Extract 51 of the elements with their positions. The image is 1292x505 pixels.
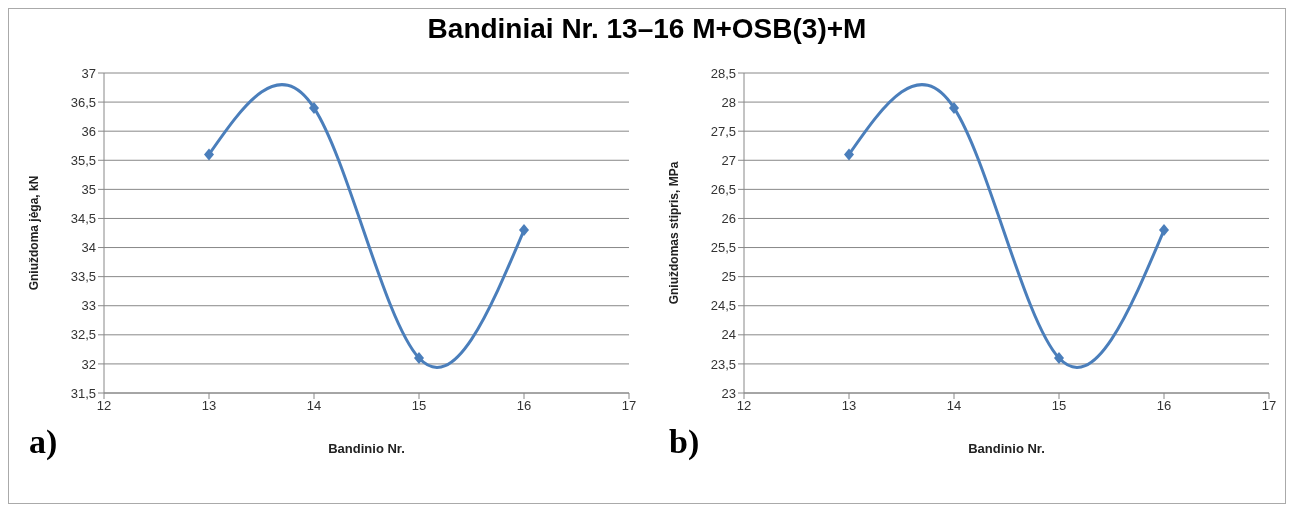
x-tick-label: 12 bbox=[96, 398, 112, 414]
x-tick-label: 16 bbox=[516, 398, 532, 414]
point bbox=[414, 352, 424, 365]
point bbox=[309, 101, 319, 114]
point bbox=[1159, 224, 1169, 237]
y-tick-label: 27,5 bbox=[710, 123, 736, 139]
y-tick-label: 28 bbox=[721, 94, 736, 110]
y-tick-label: 24 bbox=[721, 327, 736, 343]
y-tick-label: 32 bbox=[81, 356, 96, 372]
x-tick-label: 14 bbox=[946, 398, 962, 414]
y-tick-label: 25 bbox=[721, 269, 736, 285]
y-tick-label: 25,5 bbox=[710, 240, 736, 256]
y-tick-label: 34,5 bbox=[70, 211, 96, 227]
point bbox=[844, 148, 854, 161]
x-axis-title: Bandinio Nr. bbox=[968, 441, 1045, 456]
x-tick-label: 13 bbox=[841, 398, 857, 414]
y-tick-label: 26 bbox=[721, 211, 736, 227]
y-tick-label: 26,5 bbox=[710, 181, 736, 197]
text: b) bbox=[669, 423, 700, 461]
point bbox=[519, 224, 529, 237]
y-tick-label: 24,5 bbox=[710, 298, 736, 314]
y-tick-label: 33 bbox=[81, 298, 96, 314]
y-tick-label: 23,5 bbox=[710, 356, 736, 372]
x-tick-label: 15 bbox=[411, 398, 427, 414]
x-tick-label: 13 bbox=[201, 398, 217, 414]
y-tick-label: 28,5 bbox=[710, 65, 736, 81]
y-tick-label: 36,5 bbox=[70, 94, 96, 110]
point bbox=[949, 101, 959, 114]
x-tick-label: 16 bbox=[1156, 398, 1172, 414]
y-tick-label: 23 bbox=[721, 385, 736, 401]
x-tick-label: 14 bbox=[306, 398, 322, 414]
x-tick-label: 17 bbox=[621, 398, 637, 414]
point bbox=[204, 148, 214, 161]
y-tick-label: 34 bbox=[81, 240, 96, 256]
y-tick-label: 35,5 bbox=[70, 152, 96, 168]
y-axis-title: Gniuždomas stipris, MPa bbox=[667, 161, 682, 305]
y-tick-label: 32,5 bbox=[70, 327, 96, 343]
x-tick-label: 15 bbox=[1051, 398, 1067, 414]
chart-title: Bandiniai Nr. 13–16 M+OSB(3)+M bbox=[426, 12, 868, 46]
y-tick-label: 36 bbox=[81, 123, 96, 139]
y-tick-label: 33,5 bbox=[70, 269, 96, 285]
text: a) bbox=[29, 423, 58, 461]
x-tick-label: 17 bbox=[1261, 398, 1277, 414]
y-axis-title: Gniuždoma jėga, kN bbox=[27, 175, 42, 291]
x-tick-label: 12 bbox=[736, 398, 752, 414]
x-axis-title: Bandinio Nr. bbox=[328, 441, 405, 456]
y-tick-label: 35 bbox=[81, 181, 96, 197]
y-tick-label: 31,5 bbox=[70, 385, 96, 401]
y-tick-label: 27 bbox=[721, 152, 736, 168]
y-tick-label: 37 bbox=[81, 65, 96, 81]
point bbox=[1054, 352, 1064, 365]
